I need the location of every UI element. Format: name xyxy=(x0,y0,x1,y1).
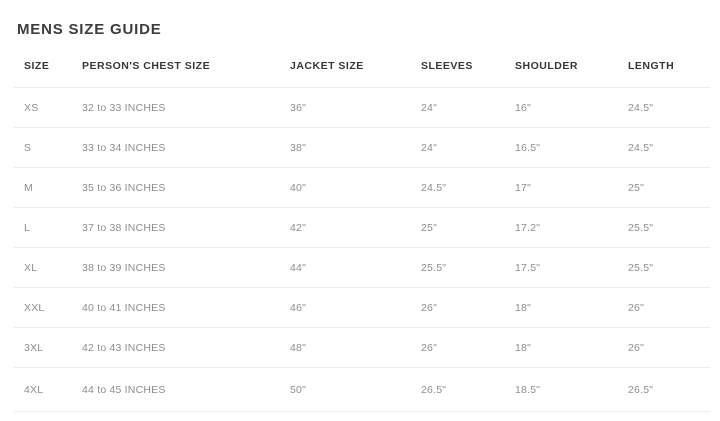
chest-size-cell: 40 to 41 INCHES xyxy=(82,287,290,328)
length-cell: 26.5" xyxy=(628,367,710,412)
jacket-size-cell: 44" xyxy=(290,247,421,288)
table-row: 4XL 44 to 45 INCHES 50" 26.5" 18.5" 26.5" xyxy=(14,367,710,412)
sleeves-cell: 24.5" xyxy=(421,167,515,208)
size-cell: S xyxy=(14,127,82,168)
length-cell: 26" xyxy=(628,287,710,328)
shoulder-cell: 18" xyxy=(515,287,628,328)
shoulder-cell: 16.5" xyxy=(515,127,628,168)
length-cell: 26" xyxy=(628,327,710,368)
sleeves-cell: 24" xyxy=(421,127,515,168)
sleeves-cell: 25" xyxy=(421,207,515,248)
length-cell: 24.5" xyxy=(628,87,710,128)
table-row: M 35 to 36 INCHES 40" 24.5" 17" 25" xyxy=(14,167,710,208)
length-cell: 24.5" xyxy=(628,127,710,168)
column-header-jacket-size: JACKET SIZE xyxy=(290,45,421,88)
jacket-size-cell: 46" xyxy=(290,287,421,328)
chest-size-cell: 37 to 38 INCHES xyxy=(82,207,290,248)
table-row: XL 38 to 39 INCHES 44" 25.5" 17.5" 25.5" xyxy=(14,247,710,288)
table-row: S 33 to 34 INCHES 38" 24" 16.5" 24.5" xyxy=(14,127,710,168)
size-guide-table: SIZE PERSON'S CHEST SIZE JACKET SIZE SLEEVE… xyxy=(14,45,710,412)
size-cell: L xyxy=(14,207,82,248)
size-cell: XXL xyxy=(14,287,82,328)
jacket-size-cell: 36" xyxy=(290,87,421,128)
size-table-body: XS 32 to 33 INCHES 36" 24" 16" 24.5" S 33 to 34… xyxy=(14,87,710,412)
shoulder-cell: 16" xyxy=(515,87,628,128)
sleeves-cell: 25.5" xyxy=(421,247,515,288)
sleeves-cell: 26.5" xyxy=(421,367,515,412)
page-title: MENS SIZE GUIDE xyxy=(17,21,162,38)
shoulder-cell: 17.5" xyxy=(515,247,628,288)
shoulder-cell: 17" xyxy=(515,167,628,208)
table-row: L 37 to 38 INCHES 42" 25" 17.2" 25.5" xyxy=(14,207,710,248)
jacket-size-cell: 38" xyxy=(290,127,421,168)
size-cell: 3XL xyxy=(14,327,82,368)
chest-size-cell: 35 to 36 INCHES xyxy=(82,167,290,208)
jacket-size-cell: 48" xyxy=(290,327,421,368)
table-row: XXL 40 to 41 INCHES 46" 26" 18" 26" xyxy=(14,287,710,328)
chest-size-cell: 38 to 39 INCHES xyxy=(82,247,290,288)
shoulder-cell: 18.5" xyxy=(515,367,628,412)
table-row: XS 32 to 33 INCHES 36" 24" 16" 24.5" xyxy=(14,87,710,128)
sleeves-cell: 26" xyxy=(421,287,515,328)
sleeves-cell: 26" xyxy=(421,327,515,368)
column-header-chest-size: PERSON'S CHEST SIZE xyxy=(82,45,290,88)
length-cell: 25.5" xyxy=(628,247,710,288)
size-cell: M xyxy=(14,167,82,208)
chest-size-cell: 44 to 45 INCHES xyxy=(82,367,290,412)
jacket-size-cell: 40" xyxy=(290,167,421,208)
header-row: SIZE PERSON'S CHEST SIZE JACKET SIZE SLEEVE… xyxy=(14,45,710,88)
shoulder-cell: 17.2" xyxy=(515,207,628,248)
length-cell: 25.5" xyxy=(628,207,710,248)
size-cell: 4XL xyxy=(14,367,82,412)
column-header-size: SIZE xyxy=(14,45,82,88)
size-guide-section: MENS SIZE GUIDE SIZE PERSON'S CHEST SIZE J… xyxy=(14,21,710,412)
table-row: 3XL 42 to 43 INCHES 48" 26" 18" 26" xyxy=(14,327,710,368)
jacket-size-cell: 50" xyxy=(290,367,421,412)
chest-size-cell: 32 to 33 INCHES xyxy=(82,87,290,128)
size-cell: XS xyxy=(14,87,82,128)
column-header-shoulder: SHOULDER xyxy=(515,45,628,88)
chest-size-cell: 33 to 34 INCHES xyxy=(82,127,290,168)
column-header-sleeves: SLEEVES xyxy=(421,45,515,88)
chest-size-cell: 42 to 43 INCHES xyxy=(82,327,290,368)
size-cell: XL xyxy=(14,247,82,288)
jacket-size-cell: 42" xyxy=(290,207,421,248)
length-cell: 25" xyxy=(628,167,710,208)
column-header-length: LENGTH xyxy=(628,45,710,88)
sleeves-cell: 24" xyxy=(421,87,515,128)
shoulder-cell: 18" xyxy=(515,327,628,368)
